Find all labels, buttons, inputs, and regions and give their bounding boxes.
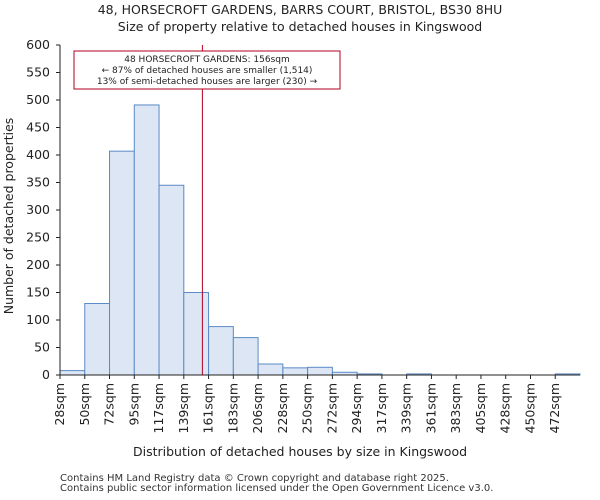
- annotation-line-3: 13% of semi-detached houses are larger (…: [97, 77, 318, 87]
- bar: [59, 370, 86, 376]
- x-tick-label: 339sqm: [399, 383, 414, 433]
- y-tick-label: 150: [26, 285, 50, 300]
- annotation-line-2: ← 87% of detached houses are smaller (1,…: [102, 66, 313, 76]
- bar: [158, 184, 185, 376]
- y-tick-label: 550: [26, 65, 50, 80]
- bar: [109, 150, 135, 376]
- chart-title: 48, HORSECROFT GARDENS, BARRS COURT, BRI…: [98, 2, 503, 17]
- bar: [84, 303, 111, 376]
- x-tick-label: 383sqm: [448, 383, 463, 433]
- x-tick-label: 183sqm: [225, 383, 240, 433]
- y-tick-label: 300: [26, 202, 50, 217]
- x-tick-label: 50sqm: [77, 383, 92, 426]
- y-tick-label: 50: [34, 340, 50, 355]
- x-axis-label: Distribution of detached houses by size …: [133, 444, 467, 459]
- bar: [208, 326, 234, 376]
- y-tick-label: 250: [26, 230, 50, 245]
- bar: [257, 363, 284, 376]
- x-tick-label: 139sqm: [176, 383, 191, 433]
- footer-line-2: Contains public sector information licen…: [60, 483, 494, 494]
- y-tick-label: 400: [26, 147, 50, 162]
- x-tick-label: 28sqm: [52, 383, 67, 426]
- y-tick-label: 0: [42, 367, 50, 382]
- x-tick-label: 117sqm: [151, 383, 166, 433]
- y-tick-label: 200: [26, 257, 50, 272]
- x-tick-label: 361sqm: [423, 383, 438, 433]
- annotation-line-1: 48 HORSECROFT GARDENS: 156sqm: [124, 55, 290, 65]
- x-tick-label: 428sqm: [498, 383, 513, 433]
- footer-line-1: Contains HM Land Registry data © Crown c…: [60, 473, 449, 484]
- annotation-box: 48 HORSECROFT GARDENS: 156sqm ← 87% of d…: [73, 50, 341, 90]
- y-tick-label: 350: [26, 175, 50, 190]
- x-tick-label: 317sqm: [374, 383, 389, 433]
- x-tick-label: 450sqm: [522, 383, 537, 433]
- x-tick-label: 161sqm: [201, 383, 216, 433]
- x-tick-label: 272sqm: [324, 383, 339, 433]
- x-tick-label: 405sqm: [473, 383, 488, 433]
- y-tick-label: 450: [26, 120, 50, 135]
- x-tick-label: 206sqm: [250, 383, 265, 433]
- x-tick-label: 95sqm: [126, 383, 141, 426]
- x-tick-label: 228sqm: [275, 383, 290, 433]
- bar: [183, 292, 210, 376]
- x-tick-label: 250sqm: [300, 383, 315, 433]
- y-tick-label: 100: [26, 312, 50, 327]
- y-tick-label: 600: [26, 37, 50, 52]
- chart-subtitle: Size of property relative to detached ho…: [118, 19, 482, 34]
- plot-area: 0 50 100 150 200 250 300 350 400 450 500 550 600 28sq…: [26, 37, 581, 433]
- bar: [282, 367, 309, 376]
- bar: [133, 104, 160, 376]
- y-tick-label: 500: [26, 92, 50, 107]
- y-axis-label: Number of detached properties: [1, 118, 16, 315]
- x-tick-label: 472sqm: [547, 383, 562, 433]
- annotation-frame: [73, 50, 341, 90]
- x-tick-label: 294sqm: [349, 383, 364, 433]
- bar: [232, 337, 259, 376]
- x-tick-label: 72sqm: [102, 383, 117, 426]
- bar: [307, 366, 333, 376]
